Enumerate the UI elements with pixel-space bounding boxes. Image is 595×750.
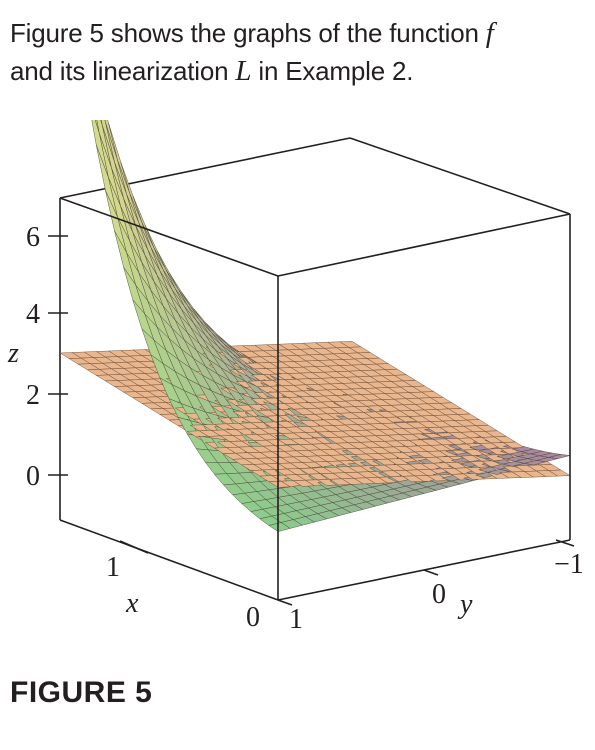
surfaces-group — [59, 120, 571, 532]
y-tick-label: 1 — [289, 604, 303, 635]
caption-text-1: Figure 5 shows the graphs of the functio… — [10, 18, 486, 48]
x-tick-label: 1 — [106, 552, 120, 583]
figure-label: FIGURE 5 — [10, 676, 153, 709]
z-axis-label: z — [7, 338, 19, 369]
surface-L-patch — [548, 469, 571, 477]
y-tick-mark — [555, 539, 575, 547]
caption-text-3: in Example 2. — [251, 56, 414, 86]
y-tick-label: −1 — [554, 549, 584, 580]
x-tick-mark — [119, 540, 149, 554]
surface-plot: 0 2 4 6 z 1 0 x 1 0 −1 y — [7, 120, 584, 635]
x-axis-label: x — [125, 588, 139, 619]
x-tick-label: 0 — [246, 602, 260, 633]
y-axis-label: y — [457, 589, 473, 620]
box-back-edge — [349, 137, 571, 215]
caption-text-2: and its linearization — [10, 56, 236, 86]
y-tick-mark — [277, 599, 293, 606]
box-back-edge — [59, 519, 279, 601]
function-f-symbol: f — [485, 17, 494, 49]
figure-caption: Figure 5 shows the graphs of the functio… — [10, 14, 585, 90]
z-tick-label: 0 — [26, 461, 40, 492]
z-tick-label: 2 — [26, 380, 40, 411]
y-tick-label: 0 — [432, 579, 446, 610]
function-L-symbol: L — [235, 55, 252, 87]
y-tick-mark — [423, 569, 439, 576]
z-tick-label: 4 — [26, 299, 40, 330]
surface-f-patch — [548, 454, 571, 459]
box-front-edge — [59, 197, 279, 277]
z-tick-label: 6 — [26, 222, 40, 253]
box-front-edge — [277, 213, 571, 277]
